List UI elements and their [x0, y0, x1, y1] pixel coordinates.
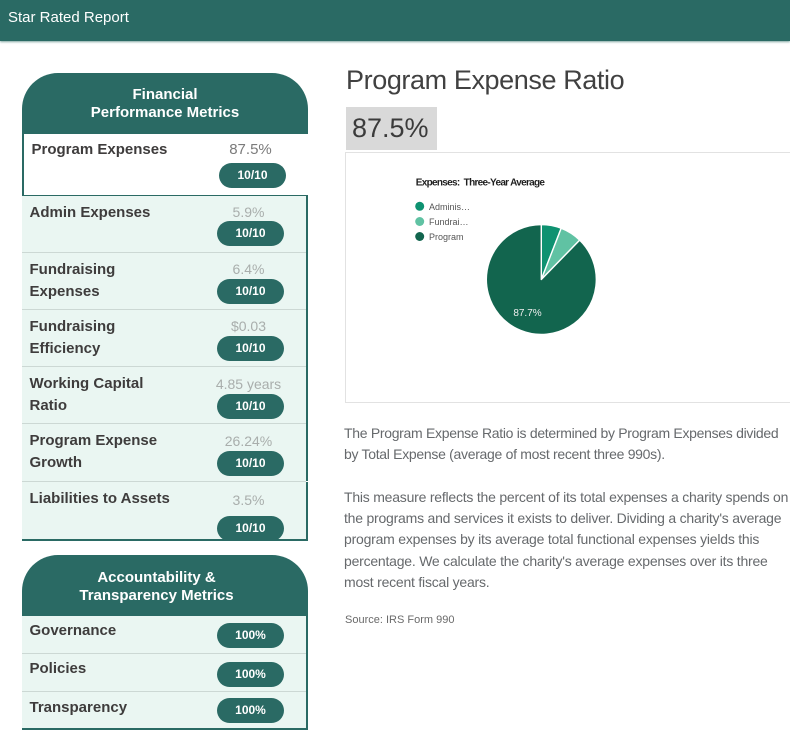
svg-text:Fundrai…: Fundrai…: [429, 217, 469, 227]
svg-text:87.7%: 87.7%: [513, 308, 541, 319]
svg-text:Expenses: Three-Year Average: Expenses: Three-Year Average: [416, 177, 546, 188]
svg-text:Program: Program: [429, 232, 464, 242]
svg-text:Adminis…: Adminis…: [429, 202, 470, 212]
